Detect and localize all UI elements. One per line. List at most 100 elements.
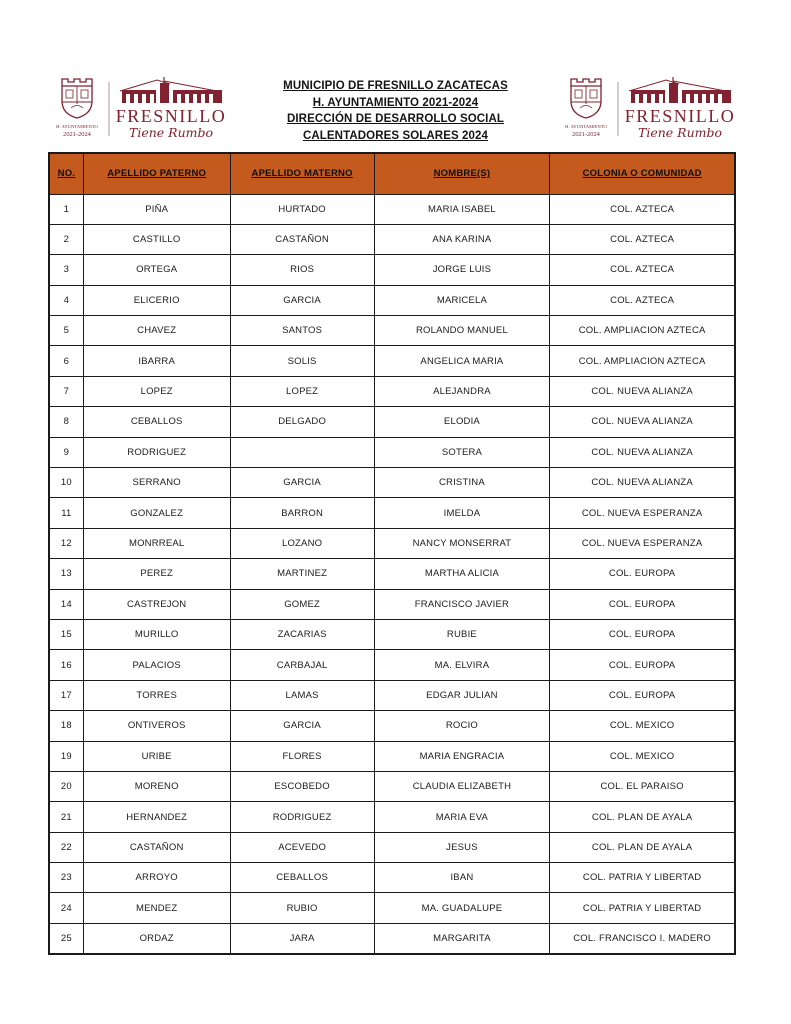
cell-apellido-materno: LOPEZ: [229, 375, 375, 408]
cell-colonia: COL. NUEVA ALIANZA: [549, 467, 736, 499]
table-row: 6 IBARRA SOLIS ANGELICA MARIA COL. AMPLIACIO…: [48, 345, 736, 377]
cell-colonia: COL. PATRIA Y LIBERTAD: [549, 892, 736, 924]
cell-no: 17: [48, 679, 84, 712]
cell-apellido-paterno: TORRES: [82, 679, 231, 712]
cell-nombres: ALEJANDRA: [373, 375, 551, 408]
cell-apellido-materno: GARCIA: [229, 710, 375, 742]
cell-apellido-materno: GARCIA: [229, 467, 375, 499]
cell-apellido-materno: RUBIO: [229, 892, 375, 924]
cell-nombres: ANGELICA MARIA: [373, 345, 551, 377]
cell-colonia: COL. NUEVA ESPERANZA: [549, 497, 736, 529]
cell-apellido-paterno: ONTIVEROS: [82, 710, 231, 742]
cell-nombres: MARIA ENGRACIA: [373, 740, 551, 772]
cell-no: 18: [48, 710, 84, 742]
cell-no: 8: [48, 406, 84, 438]
table-row: 13 PEREZ MARTINEZ MARTHA ALICIA COL. EUROPA: [48, 558, 736, 590]
table-row: 12 MONRREAL LOZANO NANCY MONSERRAT COL. NUEV…: [48, 527, 736, 560]
cell-nombres: ELODIA: [373, 406, 551, 438]
cell-colonia: COL. AZTECA: [549, 284, 736, 317]
cell-apellido-paterno: CASTILLO: [82, 223, 231, 256]
cell-colonia: COL. PLAN DE AYALA: [549, 801, 736, 833]
table-row: 19 URIBE FLORES MARIA ENGRACIA COL. MEXICO: [48, 740, 736, 772]
table-row: 14 CASTREJON GOMEZ FRANCISCO JAVIER COL. EUR…: [48, 588, 736, 620]
cell-colonia: COL. AZTECA: [549, 193, 736, 225]
table-header-row: NO. APELLIDO PATERNO APELLIDO MATERNO NO…: [48, 152, 736, 195]
cell-colonia: COL. PATRIA Y LIBERTAD: [549, 862, 736, 894]
column-header-paterno: APELLIDO PATERNO: [82, 152, 231, 195]
cell-no: 19: [48, 740, 84, 772]
cell-apellido-materno: FLORES: [229, 740, 375, 772]
column-header-materno: APELLIDO MATERNO: [229, 152, 375, 195]
cell-nombres: ANA KARINA: [373, 223, 551, 256]
cell-apellido-materno: DELGADO: [229, 406, 375, 438]
cell-apellido-materno: CASTAÑON: [229, 223, 375, 256]
cell-apellido-materno: [229, 436, 375, 469]
cell-no: 22: [48, 831, 84, 864]
cell-no: 13: [48, 558, 84, 590]
table-row: 18 ONTIVEROS GARCIA ROCIO COL. MEXICO: [48, 710, 736, 742]
cell-colonia: COL. EL PARAISO: [549, 770, 736, 803]
cell-apellido-paterno: MORENO: [82, 770, 231, 803]
cell-colonia: COL. AMPLIACION AZTECA: [549, 345, 736, 377]
cell-no: 6: [48, 345, 84, 377]
cell-apellido-materno: JARA: [229, 922, 375, 955]
cell-apellido-paterno: MONRREAL: [82, 527, 231, 560]
logo-wordmark: FRESNILLO: [625, 106, 736, 126]
cell-nombres: ROLANDO MANUEL: [373, 315, 551, 347]
cell-apellido-materno: MARTINEZ: [229, 558, 375, 590]
cell-colonia: COL. NUEVA ESPERANZA: [549, 527, 736, 560]
table-row: 25 ORDAZ JARA MARGARITA COL. FRANCISCO I. MA…: [48, 922, 736, 955]
cell-no: 21: [48, 801, 84, 833]
cell-apellido-paterno: ORTEGA: [82, 254, 231, 286]
crest-caption-line1: H. AYUNTAMIENTO: [565, 124, 607, 129]
table-row: 5 CHAVEZ SANTOS ROLANDO MANUEL COL. AMPLIACI…: [48, 315, 736, 347]
title-line-3: DIRECCIÓN DE DESARROLLO SOCIAL: [286, 113, 505, 125]
table-row: 1 PIÑA HURTADO MARIA ISABEL COL. AZTECA: [48, 193, 736, 225]
cell-no: 20: [48, 770, 84, 803]
table-row: 24 MENDEZ RUBIO MA. GUADALUPE COL. PATRIA Y …: [48, 892, 736, 924]
logo-wordmark: FRESNILLO: [116, 106, 227, 126]
cell-nombres: CRISTINA: [373, 467, 551, 499]
cell-apellido-materno: LAMAS: [229, 679, 375, 712]
mine-building-icon: [119, 77, 223, 103]
table-header: NO. APELLIDO PATERNO APELLIDO MATERNO NO…: [48, 152, 736, 195]
cell-apellido-paterno: SERRANO: [82, 467, 231, 499]
cell-nombres: RUBIE: [373, 618, 551, 651]
title-line-4: CALENTADORES SOLARES 2024: [302, 129, 489, 142]
cell-nombres: FRANCISCO JAVIER: [373, 588, 551, 620]
cell-apellido-paterno: PIÑA: [82, 193, 231, 225]
cell-nombres: SOTERA: [373, 436, 551, 469]
cell-no: 1: [48, 193, 84, 225]
cell-colonia: COL. AZTECA: [549, 254, 736, 286]
cell-nombres: MARIA EVA: [373, 801, 551, 833]
cell-apellido-materno: ACEVEDO: [229, 831, 375, 864]
table-row: 2 CASTILLO CASTAÑON ANA KARINA COL. AZTECA: [48, 223, 736, 256]
table-row: 3 ORTEGA RIOS JORGE LUIS COL. AZTECA: [48, 254, 736, 286]
cell-apellido-materno: LOZANO: [229, 527, 375, 560]
table-row: 21 HERNANDEZ RODRIGUEZ MARIA EVA COL. PLAN D…: [48, 801, 736, 833]
cell-apellido-materno: GARCIA: [229, 284, 375, 317]
cell-apellido-materno: SANTOS: [229, 315, 375, 347]
cell-apellido-materno: CARBAJAL: [229, 649, 375, 681]
cell-apellido-paterno: MURILLO: [82, 618, 231, 651]
document-title: MUNICIPIO DE FRESNILLO ZACATECAS H. AYUN…: [230, 74, 561, 144]
table-row: 20 MORENO ESCOBEDO CLAUDIA ELIZABETH COL. EL…: [48, 770, 736, 803]
cell-no: 25: [48, 922, 84, 955]
page-header: H. AYUNTAMIENTO 2021-2024: [0, 74, 791, 145]
cell-apellido-paterno: ORDAZ: [82, 922, 231, 955]
beneficiary-table-container: NO. APELLIDO PATERNO APELLIDO MATERNO NO…: [48, 152, 736, 955]
fresnillo-logo-left: H. AYUNTAMIENTO 2021-2024: [52, 74, 230, 145]
cell-nombres: MARIA ISABEL: [373, 193, 551, 225]
table-row: 8 CEBALLOS DELGADO ELODIA COL. NUEVA ALIANZA: [48, 406, 736, 438]
cell-colonia: COL. NUEVA ALIANZA: [549, 406, 736, 438]
crest-caption-line2: 2021-2024: [572, 131, 600, 138]
table-row: 4 ELICERIO GARCIA MARICELA COL. AZTECA: [48, 284, 736, 317]
cell-nombres: MARTHA ALICIA: [373, 558, 551, 590]
cell-nombres: CLAUDIA ELIZABETH: [373, 770, 551, 803]
cell-apellido-materno: RODRIGUEZ: [229, 801, 375, 833]
cell-colonia: COL. AZTECA: [549, 223, 736, 256]
crest-caption-line2: 2021-2024: [63, 131, 91, 138]
cell-nombres: IBAN: [373, 862, 551, 894]
cell-nombres: MA. GUADALUPE: [373, 892, 551, 924]
cell-apellido-paterno: RODRIGUEZ: [82, 436, 231, 469]
